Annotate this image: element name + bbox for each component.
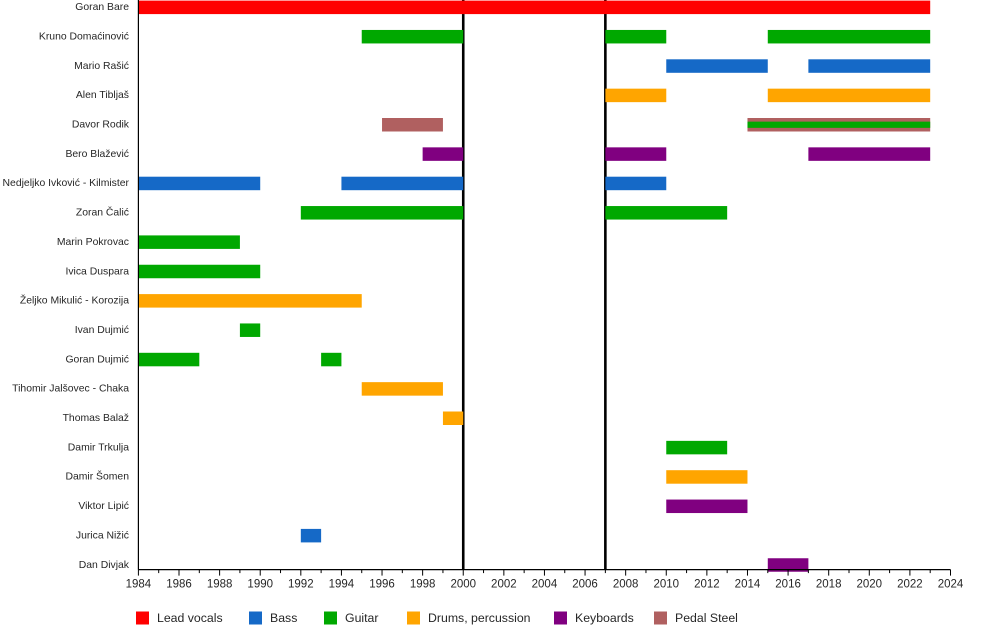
svg-text:1990: 1990 (247, 579, 273, 591)
svg-text:Ivan Dujmić: Ivan Dujmić (75, 325, 129, 336)
svg-text:Lead vocals: Lead vocals (157, 611, 223, 625)
svg-text:Goran Dujmić: Goran Dujmić (65, 354, 129, 365)
svg-text:Damir Trkulja: Damir Trkulja (68, 442, 129, 453)
svg-text:Dan Divjak: Dan Divjak (79, 560, 130, 571)
svg-text:2002: 2002 (491, 579, 517, 591)
svg-text:1984: 1984 (126, 579, 152, 591)
svg-text:Pedal Steel: Pedal Steel (675, 611, 738, 625)
svg-text:Ivica Duspara: Ivica Duspara (65, 266, 129, 277)
svg-text:Marin Pokrovac: Marin Pokrovac (57, 237, 129, 248)
svg-text:2024: 2024 (938, 579, 964, 591)
svg-text:Davor Rodik: Davor Rodik (72, 120, 130, 131)
svg-text:2006: 2006 (572, 579, 598, 591)
svg-text:Tihomir Jalšovec - Chaka: Tihomir Jalšovec - Chaka (12, 384, 129, 395)
svg-text:1988: 1988 (207, 579, 233, 591)
svg-text:1998: 1998 (410, 579, 436, 591)
svg-text:Mario Rašić: Mario Rašić (74, 61, 129, 72)
svg-text:1992: 1992 (288, 579, 314, 591)
svg-text:Alen Tibljaš: Alen Tibljaš (76, 90, 129, 101)
svg-text:2016: 2016 (775, 579, 801, 591)
svg-text:2022: 2022 (897, 579, 923, 591)
svg-text:Kruno Domaćinović: Kruno Domaćinović (39, 31, 129, 42)
svg-text:Bass: Bass (270, 611, 297, 625)
svg-text:1996: 1996 (369, 579, 395, 591)
svg-text:2010: 2010 (653, 579, 679, 591)
svg-text:Guitar: Guitar (345, 611, 379, 625)
svg-text:Drums, percussion: Drums, percussion (428, 611, 531, 625)
svg-text:Keyboards: Keyboards (575, 611, 634, 625)
svg-text:Goran Bare: Goran Bare (75, 2, 129, 13)
svg-text:2004: 2004 (532, 579, 558, 591)
svg-text:Nedjeljko Ivković - Kilmister: Nedjeljko Ivković - Kilmister (3, 178, 130, 189)
svg-text:2014: 2014 (735, 579, 761, 591)
svg-text:1994: 1994 (329, 579, 355, 591)
svg-text:Viktor Lipić: Viktor Lipić (78, 501, 129, 512)
svg-text:2008: 2008 (613, 579, 639, 591)
svg-text:2000: 2000 (450, 579, 476, 591)
svg-text:2020: 2020 (856, 579, 882, 591)
svg-text:1986: 1986 (166, 579, 192, 591)
svg-text:Zoran Čalić: Zoran Čalić (76, 206, 129, 219)
svg-text:Bero Blažević: Bero Blažević (65, 149, 129, 160)
svg-text:Željko Mikulić - Korozija: Željko Mikulić - Korozija (20, 294, 129, 307)
svg-text:Thomas Balaž: Thomas Balaž (63, 413, 129, 424)
svg-text:2018: 2018 (816, 579, 842, 591)
svg-text:2012: 2012 (694, 579, 720, 591)
svg-text:Jurica Nižić: Jurica Nižić (76, 530, 129, 541)
svg-text:Damir Šomen: Damir Šomen (65, 470, 129, 483)
